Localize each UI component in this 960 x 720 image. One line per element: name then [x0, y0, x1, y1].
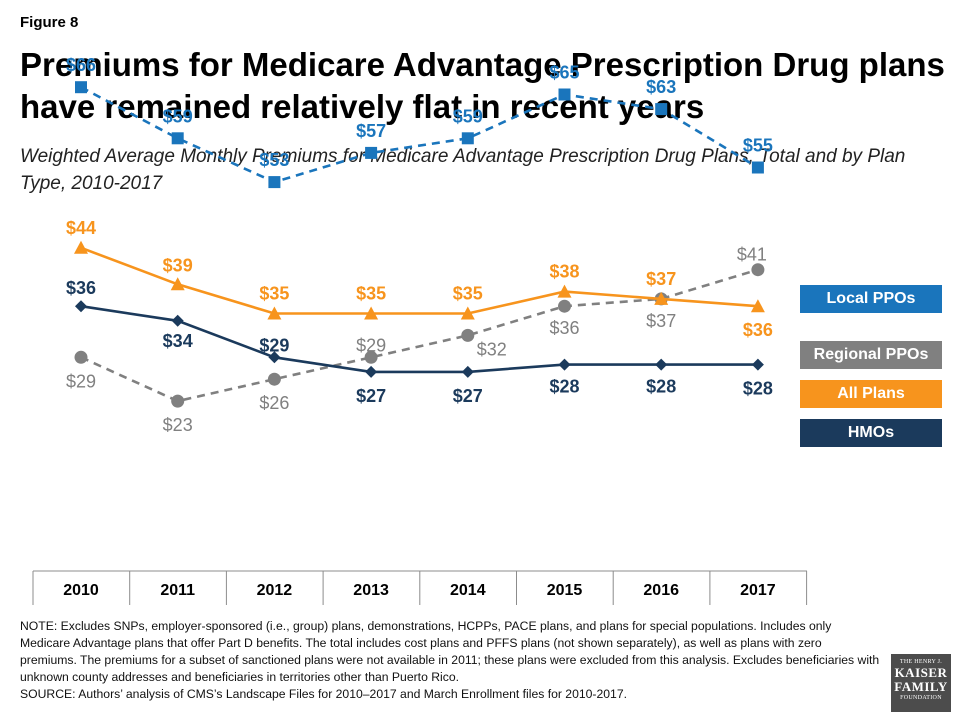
data-label: $57: [356, 121, 386, 141]
data-label: $27: [453, 386, 483, 406]
series-line-hmos: [80, 304, 758, 374]
data-label: $55: [743, 136, 773, 156]
data-label: $66: [66, 55, 96, 75]
data-label: $36: [743, 320, 773, 340]
series-line-all-plans: [80, 246, 758, 315]
data-point: [655, 358, 668, 371]
data-point: [171, 394, 185, 408]
data-point: [751, 161, 764, 174]
data-label: $35: [356, 284, 386, 304]
data-point: [75, 81, 87, 94]
data-label: $28: [549, 377, 579, 397]
data-point: [171, 132, 184, 145]
logo-line4: FOUNDATION: [900, 695, 942, 701]
data-label: $59: [453, 106, 483, 126]
x-tick-label: 2013: [353, 582, 389, 599]
data-point: [170, 277, 185, 291]
data-point: [267, 372, 281, 386]
data-point: [74, 350, 88, 364]
x-tick-label: 2011: [160, 582, 195, 599]
data-label: $53: [259, 150, 289, 170]
logo-line1: THE HENRY J.: [899, 659, 943, 665]
data-label: $37: [646, 269, 676, 289]
data-label: $35: [453, 284, 483, 304]
series-line-local-ppos: [80, 86, 759, 184]
data-point: [557, 284, 572, 298]
chart-subtitle: Weighted Average Monthly Premiums for Me…: [20, 146, 906, 194]
data-label: $27: [356, 386, 386, 406]
data-point: [751, 358, 764, 371]
data-point: [365, 365, 378, 378]
data-label: $23: [163, 415, 193, 435]
data-point: [364, 306, 379, 320]
data-point: [558, 88, 571, 101]
data-label: $41: [737, 245, 767, 265]
data-point: [75, 300, 87, 313]
x-tick-label: 2016: [643, 582, 679, 599]
legend-local-ppos: Local PPOs: [800, 285, 942, 313]
data-label: $34: [163, 331, 193, 351]
data-point: [461, 365, 474, 378]
legend-hmos: HMOs: [800, 419, 942, 447]
data-label: $38: [549, 262, 579, 282]
source-text: SOURCE: Authors’ analysis of CMS’s Lands…: [20, 687, 627, 701]
data-point: [268, 176, 281, 189]
x-tick-label: 2010: [63, 582, 99, 599]
data-point: [365, 146, 378, 159]
data-point: [461, 132, 474, 145]
legend-regional-ppos: Regional PPOs: [800, 341, 942, 369]
data-point: [654, 291, 669, 305]
note-text: NOTE: Excludes SNPs, employer-sponsored …: [20, 619, 880, 684]
data-point: [364, 350, 378, 364]
data-point: [461, 328, 475, 342]
data-label: $29: [66, 371, 96, 391]
data-label: $28: [743, 379, 773, 399]
logo-line3: FAMILY: [894, 679, 948, 694]
chart-title: Premiums for Medicare Advantage Prescrip…: [20, 46, 945, 125]
data-point: [74, 240, 88, 254]
data-label: $28: [646, 377, 676, 397]
data-label: $29: [356, 335, 386, 355]
x-tick-label: 2012: [257, 582, 293, 599]
data-point: [558, 358, 571, 371]
data-point: [750, 299, 765, 313]
data-label: $36: [549, 318, 579, 338]
data-point: [558, 299, 571, 313]
data-label: $63: [646, 77, 676, 97]
data-point: [751, 263, 765, 277]
data-point: [655, 103, 668, 116]
data-label: $32: [477, 339, 507, 359]
legend-all-plans: All Plans: [800, 380, 942, 408]
data-point: [171, 314, 184, 327]
data-point: [460, 306, 475, 320]
data-label: $59: [163, 106, 193, 126]
figure-label: Figure 8: [20, 14, 79, 31]
data-label: $39: [163, 255, 193, 275]
line-chart: 2010 2011 2012 2013 2014 2015 2016 2017 $66 $59 $5…: [32, 55, 808, 605]
data-label: $35: [259, 284, 289, 304]
logo-line2: KAISER: [894, 665, 948, 680]
series-line-regional-ppos: [80, 268, 759, 403]
data-label: $65: [549, 63, 579, 83]
x-tick-label: 2017: [740, 582, 776, 599]
data-label: $36: [66, 278, 96, 298]
footnote: NOTE: Excludes SNPs, employer-sponsored …: [20, 618, 880, 703]
data-label: $37: [646, 311, 676, 331]
kff-logo: THE HENRY J. KAISER FAMILY FOUNDATION: [891, 654, 951, 712]
x-tick-label: 2014: [450, 582, 486, 599]
data-label: $26: [259, 393, 289, 413]
x-tick-label: 2015: [547, 582, 583, 599]
data-label: $29: [259, 335, 289, 355]
data-label: $44: [66, 218, 96, 238]
data-point: [268, 351, 281, 364]
data-point: [267, 306, 282, 320]
